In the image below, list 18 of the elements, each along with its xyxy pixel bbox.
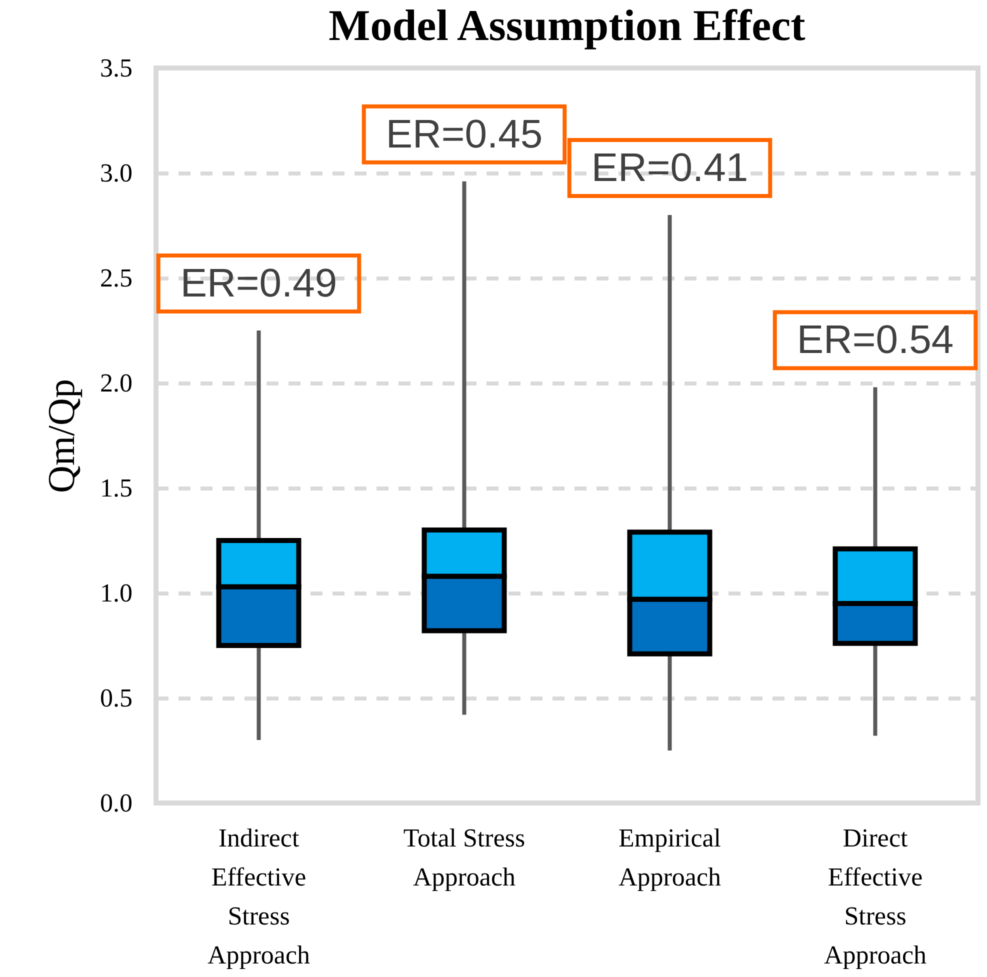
annotation: ER=0.54: [796, 318, 954, 362]
y-tick-label: 3.0: [100, 158, 132, 188]
y-tick-label: 2.0: [100, 368, 132, 398]
y-tick-label: 1.0: [100, 578, 132, 608]
x-tick-label: Empirical Approach: [618, 824, 722, 892]
annotation: ER=0.49: [180, 262, 338, 306]
x-tick-label: Indirect Effective Stress Approach: [207, 824, 310, 970]
y-axis-title: Qm/Qp: [41, 379, 83, 493]
y-tick-label: 2.5: [100, 264, 132, 292]
x-tick-label: Total Stress Approach: [403, 824, 526, 892]
annotation: ER=0.45: [386, 112, 543, 156]
y-tick-label: 3.5: [100, 54, 132, 82]
chart-title: Model Assumption Effect: [328, 1, 806, 50]
annotation: ER=0.41: [591, 146, 748, 190]
y-tick-label: 0.0: [100, 788, 132, 818]
y-tick-label: 0.5: [100, 684, 132, 712]
y-tick-label: 1.5: [100, 474, 132, 502]
x-tick-label: Direct Effective Stress Approach: [824, 824, 927, 970]
